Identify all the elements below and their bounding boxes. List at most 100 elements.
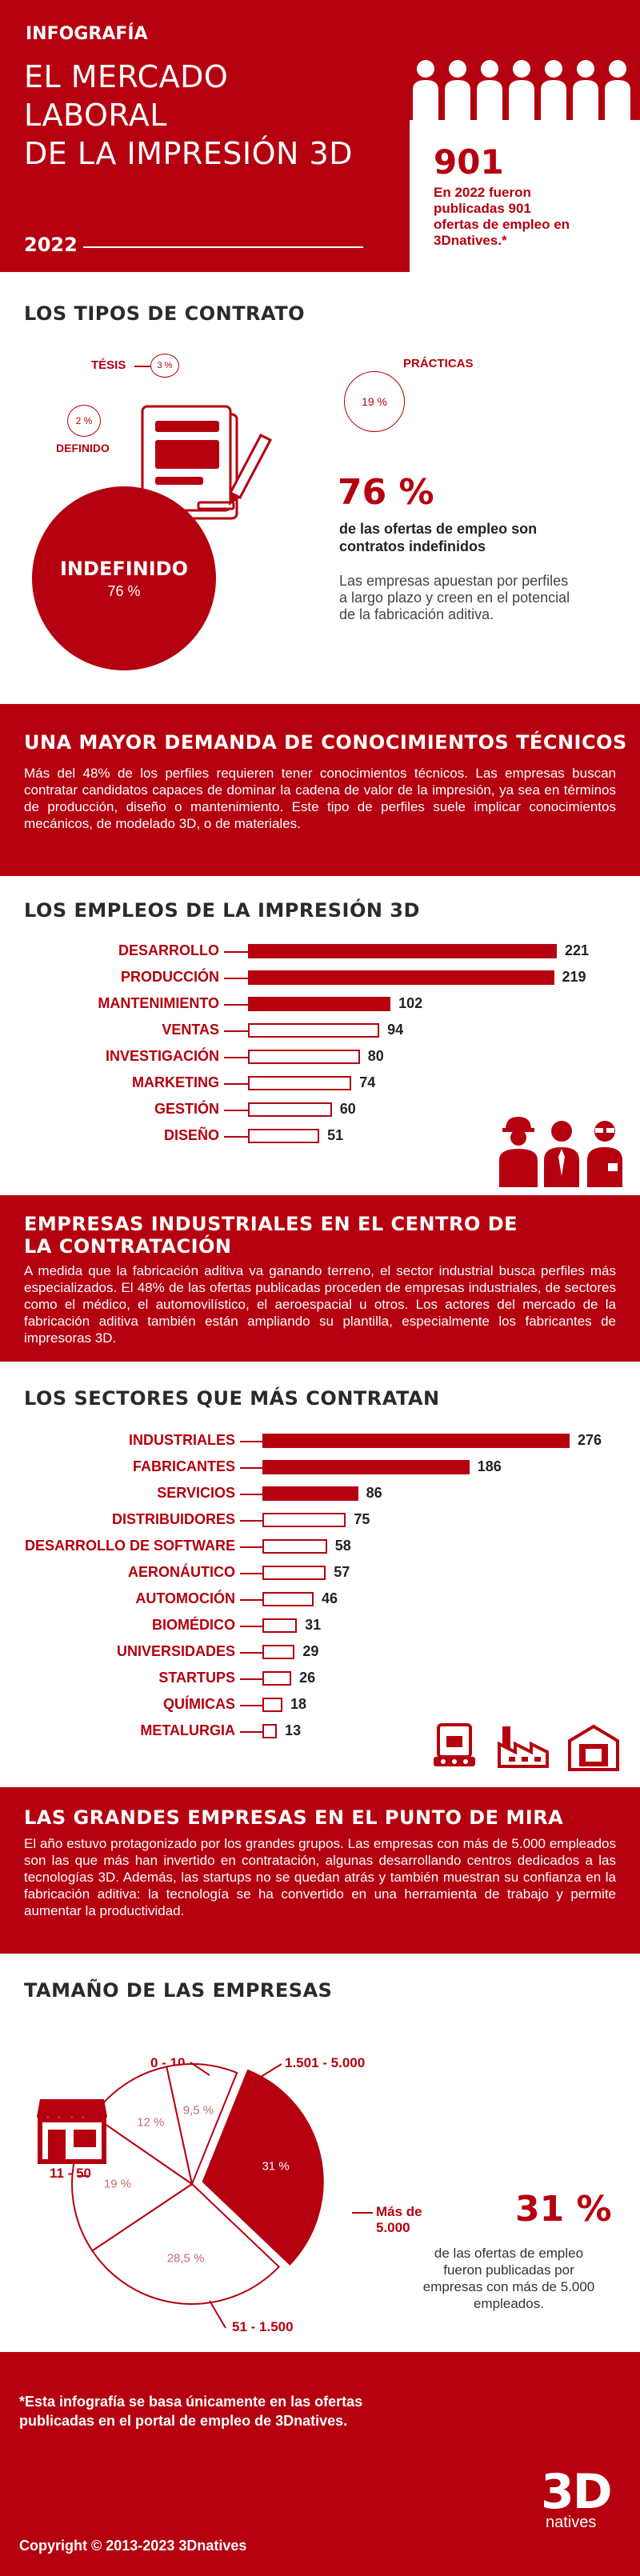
bar-value: 86 (366, 1485, 382, 1501)
pie-leader-line (190, 2062, 210, 2076)
pie-value-label: 31 % (262, 2159, 289, 2173)
bar-label: STARTUPS (158, 1670, 235, 1686)
bar-label: MANTENIMIENTO (98, 995, 219, 1011)
main-title: EL MERCADO LABORAL DE LA IMPRESIÓN 3D (24, 58, 353, 173)
definido-label: DEFINIDO (56, 442, 110, 454)
bar-connector (240, 1652, 262, 1654)
bar (262, 1618, 298, 1633)
bar-value: 51 (327, 1127, 344, 1143)
factory-icon (498, 1726, 549, 1768)
size-chart-title: TAMAÑO DE LAS EMPRESAS (24, 1979, 333, 2002)
bar-label: GESTIÓN (154, 1101, 219, 1117)
bar (262, 1513, 346, 1527)
bar-label: BIOMÉDICO (151, 1617, 235, 1633)
bar-value: 80 (367, 1048, 384, 1064)
title-line: LABORAL (24, 98, 167, 133)
year-divider (83, 246, 363, 248)
sectors-chart: INDUSTRIALES 276 FABRICANTES 186 SERVICIOS 86… (0, 1432, 640, 1746)
demand-band: UNA MAYOR DEMANDA DE CONOCIMIENTOS TÉCNI… (0, 704, 640, 876)
logo-main: 3D (541, 2464, 613, 2520)
contract-document-icon (141, 405, 273, 520)
title-line: DE LA IMPRESIÓN 3D (24, 136, 353, 171)
kicker: INFOGRAFÍA (26, 24, 148, 44)
bar-value: 18 (290, 1696, 307, 1712)
bar-label: PRODUCCIÓN (120, 969, 219, 985)
bar (262, 1645, 295, 1659)
indefinido-label: INDEFINIDO (60, 557, 188, 580)
indefinido-circle: INDEFINIDO 76 % (32, 486, 216, 670)
warehouse-icon (568, 1724, 619, 1771)
bar (248, 1076, 352, 1090)
bar-connector (240, 1626, 262, 1627)
bar (262, 1566, 326, 1580)
big-companies-band: LAS GRANDES EMPRESAS EN EL PUNTO DE MIRA… (0, 1787, 640, 1954)
pie-category-label: 11 - 50 (50, 2166, 91, 2181)
bar-label: AUTOMOCIÓN (135, 1590, 235, 1606)
bar-value: 219 (562, 969, 586, 985)
stat-text: En 2022 fueron publicadas 901 ofertas de… (434, 185, 570, 248)
bar-value: 31 (305, 1617, 322, 1633)
bar-connector (240, 1599, 262, 1601)
bar-connector (240, 1467, 262, 1469)
bar-connector (224, 1083, 248, 1085)
header-band: INFOGRAFÍA EL MERCADO LABORAL DE LA IMPR… (0, 0, 640, 272)
bar-value: 57 (334, 1564, 350, 1580)
pie-category-label: 1.501 - 5.000 (285, 2055, 365, 2070)
pie-value-label: 28,5 % (167, 2252, 205, 2266)
contract-title: LOS TIPOS DE CONTRATO (24, 302, 306, 325)
bar-label: QUÍMICAS (163, 1696, 235, 1712)
industry-icons (434, 1723, 619, 1771)
bar-connector (224, 1030, 248, 1032)
tesis-label: TÉSIS (91, 358, 126, 372)
bar (248, 997, 391, 1011)
bar-label: UNIVERSIDADES (116, 1643, 235, 1659)
stat-box: 901 En 2022 fueron publicadas 901 oferta… (410, 120, 640, 272)
bar-connector (224, 1057, 248, 1058)
tesis-connector (134, 366, 150, 367)
jobs-chart: DESARROLLO 221 PRODUCCIÓN 219 MANTENIMIENTO 1… (0, 942, 640, 1152)
bar-value: 29 (302, 1643, 319, 1659)
bar-value: 276 (578, 1432, 602, 1448)
bar-label: METALURGIA (140, 1722, 235, 1738)
footnote: *Esta infografía se basa únicamente en l… (19, 2394, 363, 2429)
indefinido-pct: 76 % (107, 582, 141, 599)
bar-connector (240, 1520, 262, 1522)
bar-connector (224, 1110, 248, 1111)
bar-value: 46 (322, 1590, 338, 1606)
bar-value: 74 (359, 1074, 376, 1090)
bar (248, 1050, 360, 1064)
size-headline-pct: 31 % (515, 2189, 612, 2230)
pie-leader-line (260, 2063, 282, 2078)
bar-value: 75 (354, 1511, 370, 1527)
practicas-label: PRÁCTICAS (403, 357, 474, 370)
pie-value-label: 9,5 % (183, 2103, 214, 2117)
bar-value: 26 (299, 1670, 316, 1686)
pie-slice (166, 2063, 238, 2187)
industrial-band: EMPRESAS INDUSTRIALES EN EL CENTRO DE LA… (0, 1195, 640, 1362)
bar-connector (240, 1678, 262, 1680)
pie-slice (90, 2182, 281, 2305)
tesis-circle: 3 % (150, 354, 179, 378)
pie-category-label: 51 - 1.500 (232, 2319, 294, 2334)
demand-text: Más del 48% de los perfiles requieren te… (24, 766, 616, 831)
bar-connector (224, 951, 248, 953)
bar-connector (224, 1136, 248, 1138)
bar-value: 102 (398, 995, 423, 1011)
bar (262, 1724, 278, 1738)
demand-title: UNA MAYOR DEMANDA DE CONOCIMIENTOS TÉCNI… (24, 731, 627, 754)
definido-circle: 2 % (67, 405, 101, 437)
bar (262, 1486, 358, 1501)
bar-value: 58 (334, 1538, 351, 1554)
bar-connector (240, 1705, 262, 1706)
3dnatives-logo[interactable]: 3D natives (541, 2464, 613, 2532)
shop-icon (37, 2099, 107, 2164)
bar (248, 944, 557, 958)
stat-number: 901 (434, 142, 504, 182)
bar-label: MARKETING (132, 1074, 219, 1090)
bar-connector (240, 1494, 262, 1495)
copyright: Copyright © 2013-2023 3Dnatives (19, 2538, 247, 2554)
workers-icon (499, 1117, 622, 1187)
pie-category-label: Más de 5.000 (376, 2204, 422, 2235)
printer-icon (434, 1723, 475, 1766)
bar-label: AERONÁUTICO (128, 1564, 235, 1580)
